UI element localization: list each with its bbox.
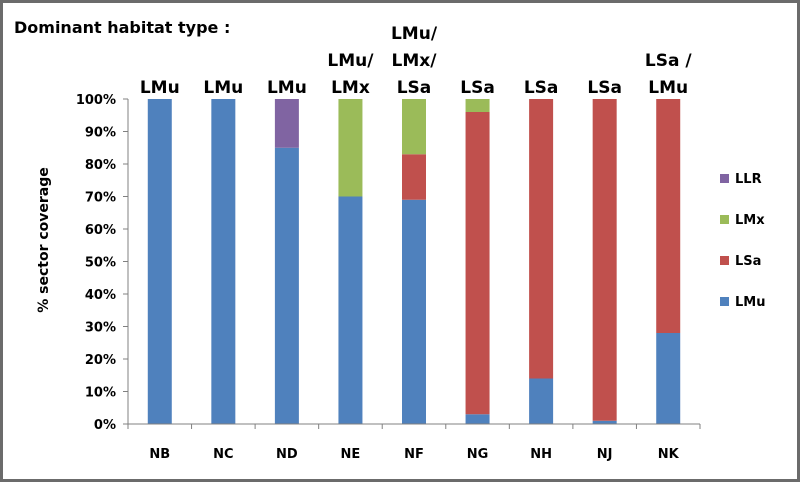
legend-swatch-lmu	[720, 297, 729, 306]
y-axis-label: % sector coverage	[36, 167, 52, 313]
x-tick-label: NK	[658, 447, 680, 462]
legend-label-lmx: LMx	[735, 213, 765, 228]
x-tick-label: NJ	[597, 447, 613, 462]
dominant-habitat-label: LSa	[524, 78, 559, 98]
dominant-habitat-label: LMx/	[392, 51, 438, 71]
dominant-habitat-label: LSa /	[645, 51, 692, 71]
bar-nj-lmu	[592, 420, 617, 424]
dominant-habitat-label: LMu/	[327, 51, 374, 71]
bar-ne-lmu	[338, 196, 363, 424]
y-tick-label: 70%	[85, 191, 116, 206]
dominant-habitat-label: LMu	[203, 78, 243, 98]
chart-title: Dominant habitat type :	[14, 18, 230, 37]
legend-label-lmu: LMu	[735, 295, 765, 310]
y-tick-label: 30%	[85, 321, 116, 336]
dominant-habitat-label: LSa	[587, 78, 622, 98]
x-tick-label: NC	[213, 447, 233, 462]
x-tick-label: ND	[276, 447, 298, 462]
bar-nf-lsa	[402, 154, 426, 200]
bar-nc-lmu	[211, 99, 236, 424]
dominant-habitat-label: LMu	[648, 78, 688, 98]
bar-nk-lmu	[656, 333, 681, 424]
bar-nh-lmu	[529, 378, 554, 424]
bar-ne-lmx	[338, 99, 363, 197]
bar-nb-lmu	[147, 99, 172, 424]
y-tick-label: 100%	[76, 93, 116, 108]
y-tick-label: 40%	[85, 288, 116, 303]
dominant-habitat-label: LMx	[331, 78, 370, 98]
bar-nf-lmx	[402, 99, 426, 155]
legend-swatch-llr	[720, 174, 729, 183]
bar-nd-llr	[274, 99, 299, 148]
x-tick-label: NF	[404, 447, 424, 462]
bar-ng-lsa	[465, 112, 490, 415]
y-tick-label: 0%	[94, 418, 116, 433]
y-tick-label: 10%	[85, 386, 116, 401]
x-tick-label: NH	[530, 447, 552, 462]
bar-nf-lmu	[402, 199, 426, 424]
bar-ng-lmx	[465, 99, 490, 112]
dominant-habitat-label: LMu	[140, 78, 180, 98]
dominant-habitat-label: LSa	[460, 78, 495, 98]
x-tick-label: NG	[467, 447, 489, 462]
dominant-habitat-label: LMu	[267, 78, 307, 98]
dominant-habitat-label: LSa	[397, 78, 432, 98]
legend-swatch-lsa	[720, 256, 729, 265]
legend-swatch-lmx	[720, 215, 729, 224]
bar-ng-lmu	[465, 414, 490, 424]
y-tick-label: 90%	[85, 126, 116, 141]
bar-nj-lsa	[592, 99, 617, 421]
x-tick-label: NB	[149, 447, 170, 462]
legend-label-llr: LLR	[735, 172, 762, 187]
y-tick-label: 60%	[85, 223, 116, 238]
bar-nd-lmu	[274, 147, 299, 424]
bar-nh-lsa	[529, 99, 554, 379]
legend-label-lsa: LSa	[735, 254, 761, 269]
x-tick-label: NE	[341, 447, 361, 462]
y-tick-label: 50%	[85, 256, 116, 271]
y-tick-label: 80%	[85, 158, 116, 173]
bar-nk-lsa	[656, 99, 681, 333]
dominant-habitat-label: LMu/	[391, 24, 438, 44]
y-tick-label: 20%	[85, 353, 116, 368]
